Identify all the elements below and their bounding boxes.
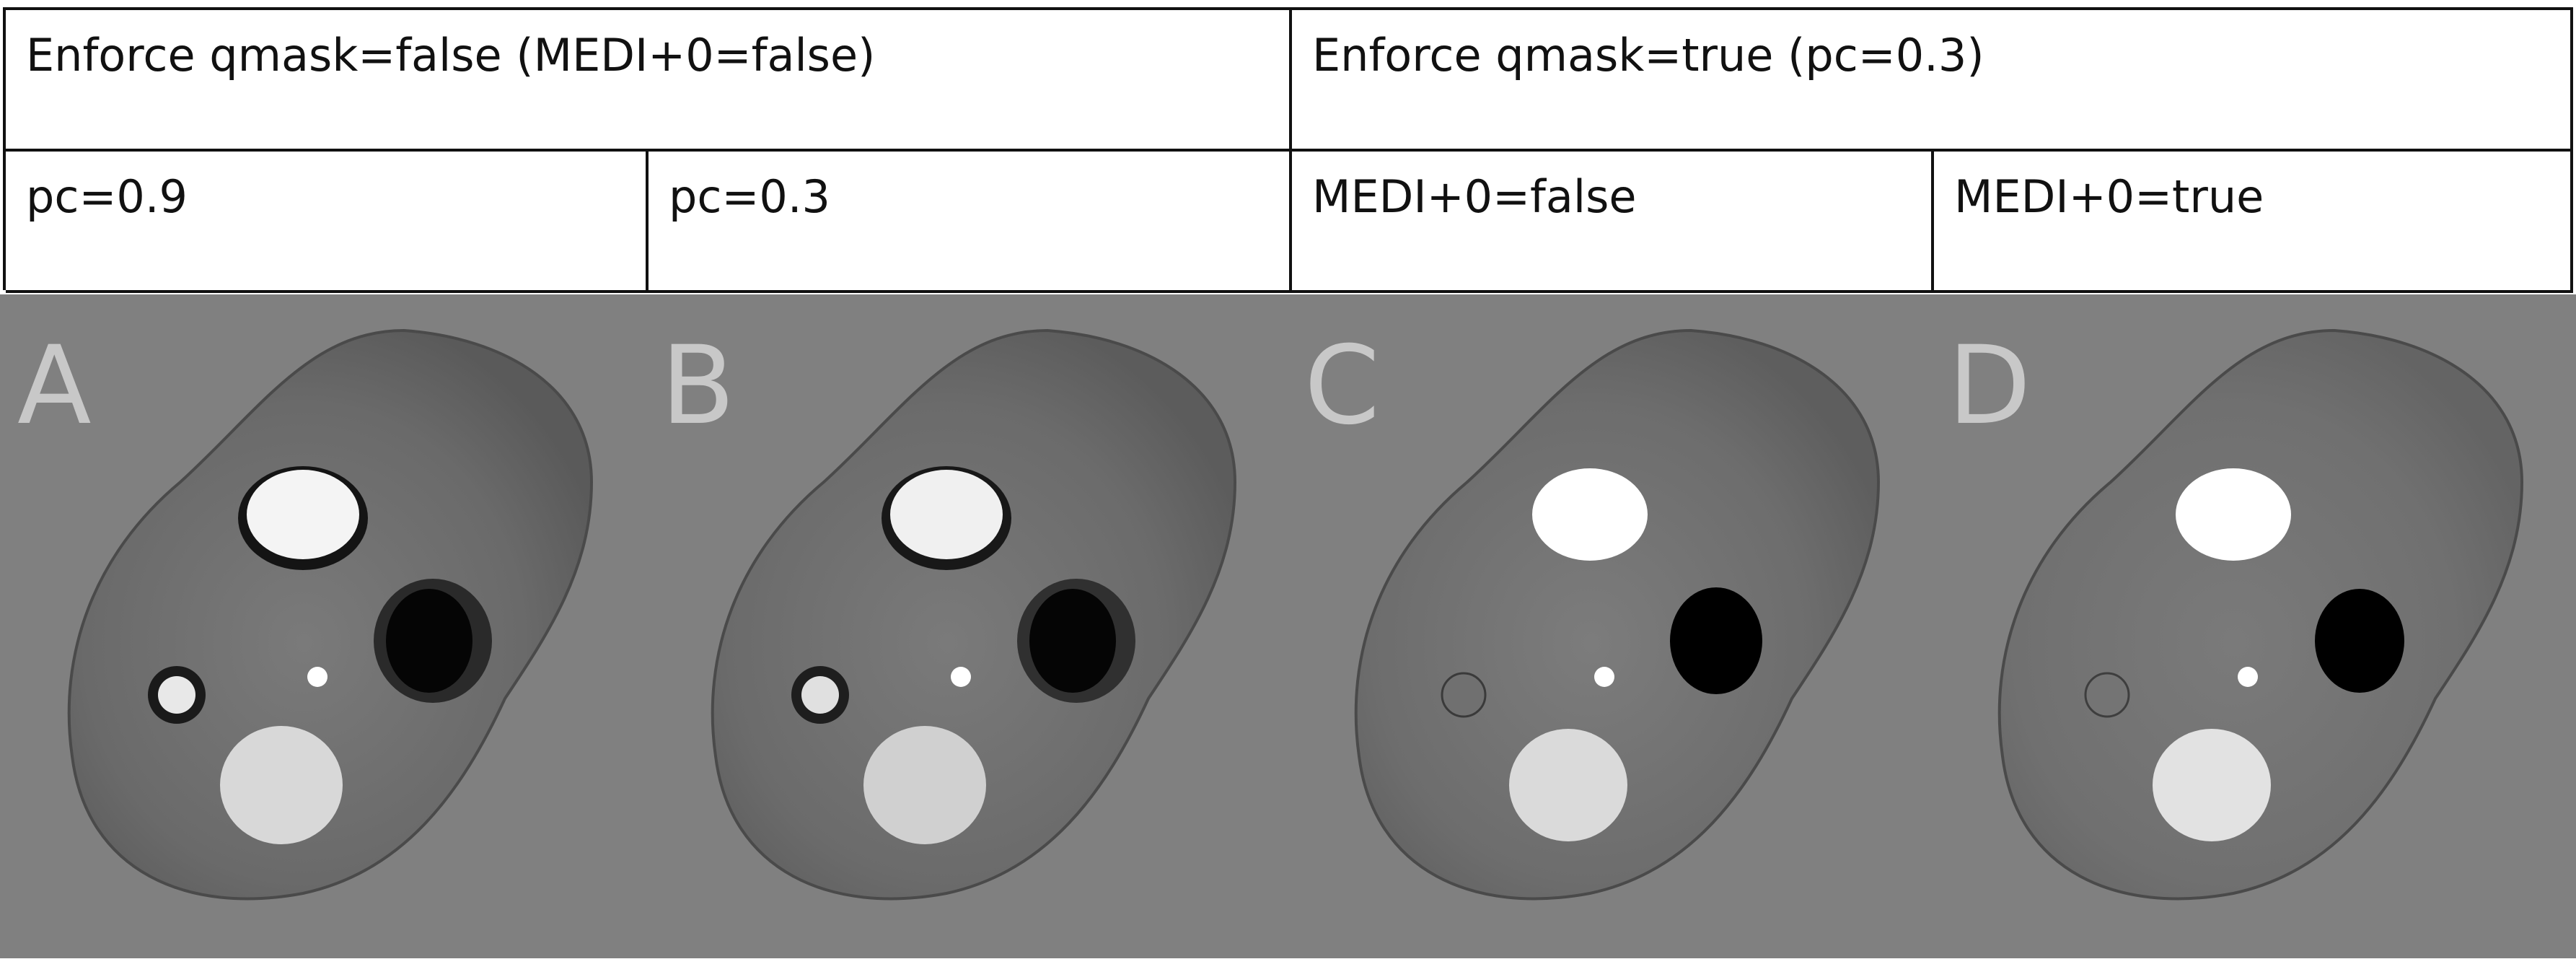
subfigure-a: A [0,294,643,958]
header-table: Enforce qmask=false (MEDI+0=false) Enfor… [3,7,2573,293]
header-pc-0-9: pc=0.9 [6,152,649,293]
header-pc-0-3: pc=0.3 [649,152,1292,293]
subfigure-b: B [643,294,1287,958]
qsm-scan-d [1997,328,2524,901]
qsm-scan-b [711,328,1237,901]
image-panel: A B [0,294,2576,958]
header-enforce-qmask-false: Enforce qmask=false (MEDI+0=false) [6,10,1292,152]
panel-label-b: B [661,323,735,449]
qsm-scan-c [1354,328,1881,901]
subfigure-d: D [1930,294,2574,958]
subfigure-c: C [1287,294,1930,958]
header-enforce-qmask-true: Enforce qmask=true (pc=0.3) [1292,10,2573,152]
header-medi-true: MEDI+0=true [1934,152,2573,293]
qsm-scan-a [67,328,594,901]
panel-label-c: C [1304,323,1380,449]
panel-label-a: A [17,323,92,449]
panel-label-d: D [1948,323,2031,449]
header-medi-false: MEDI+0=false [1292,152,1934,293]
